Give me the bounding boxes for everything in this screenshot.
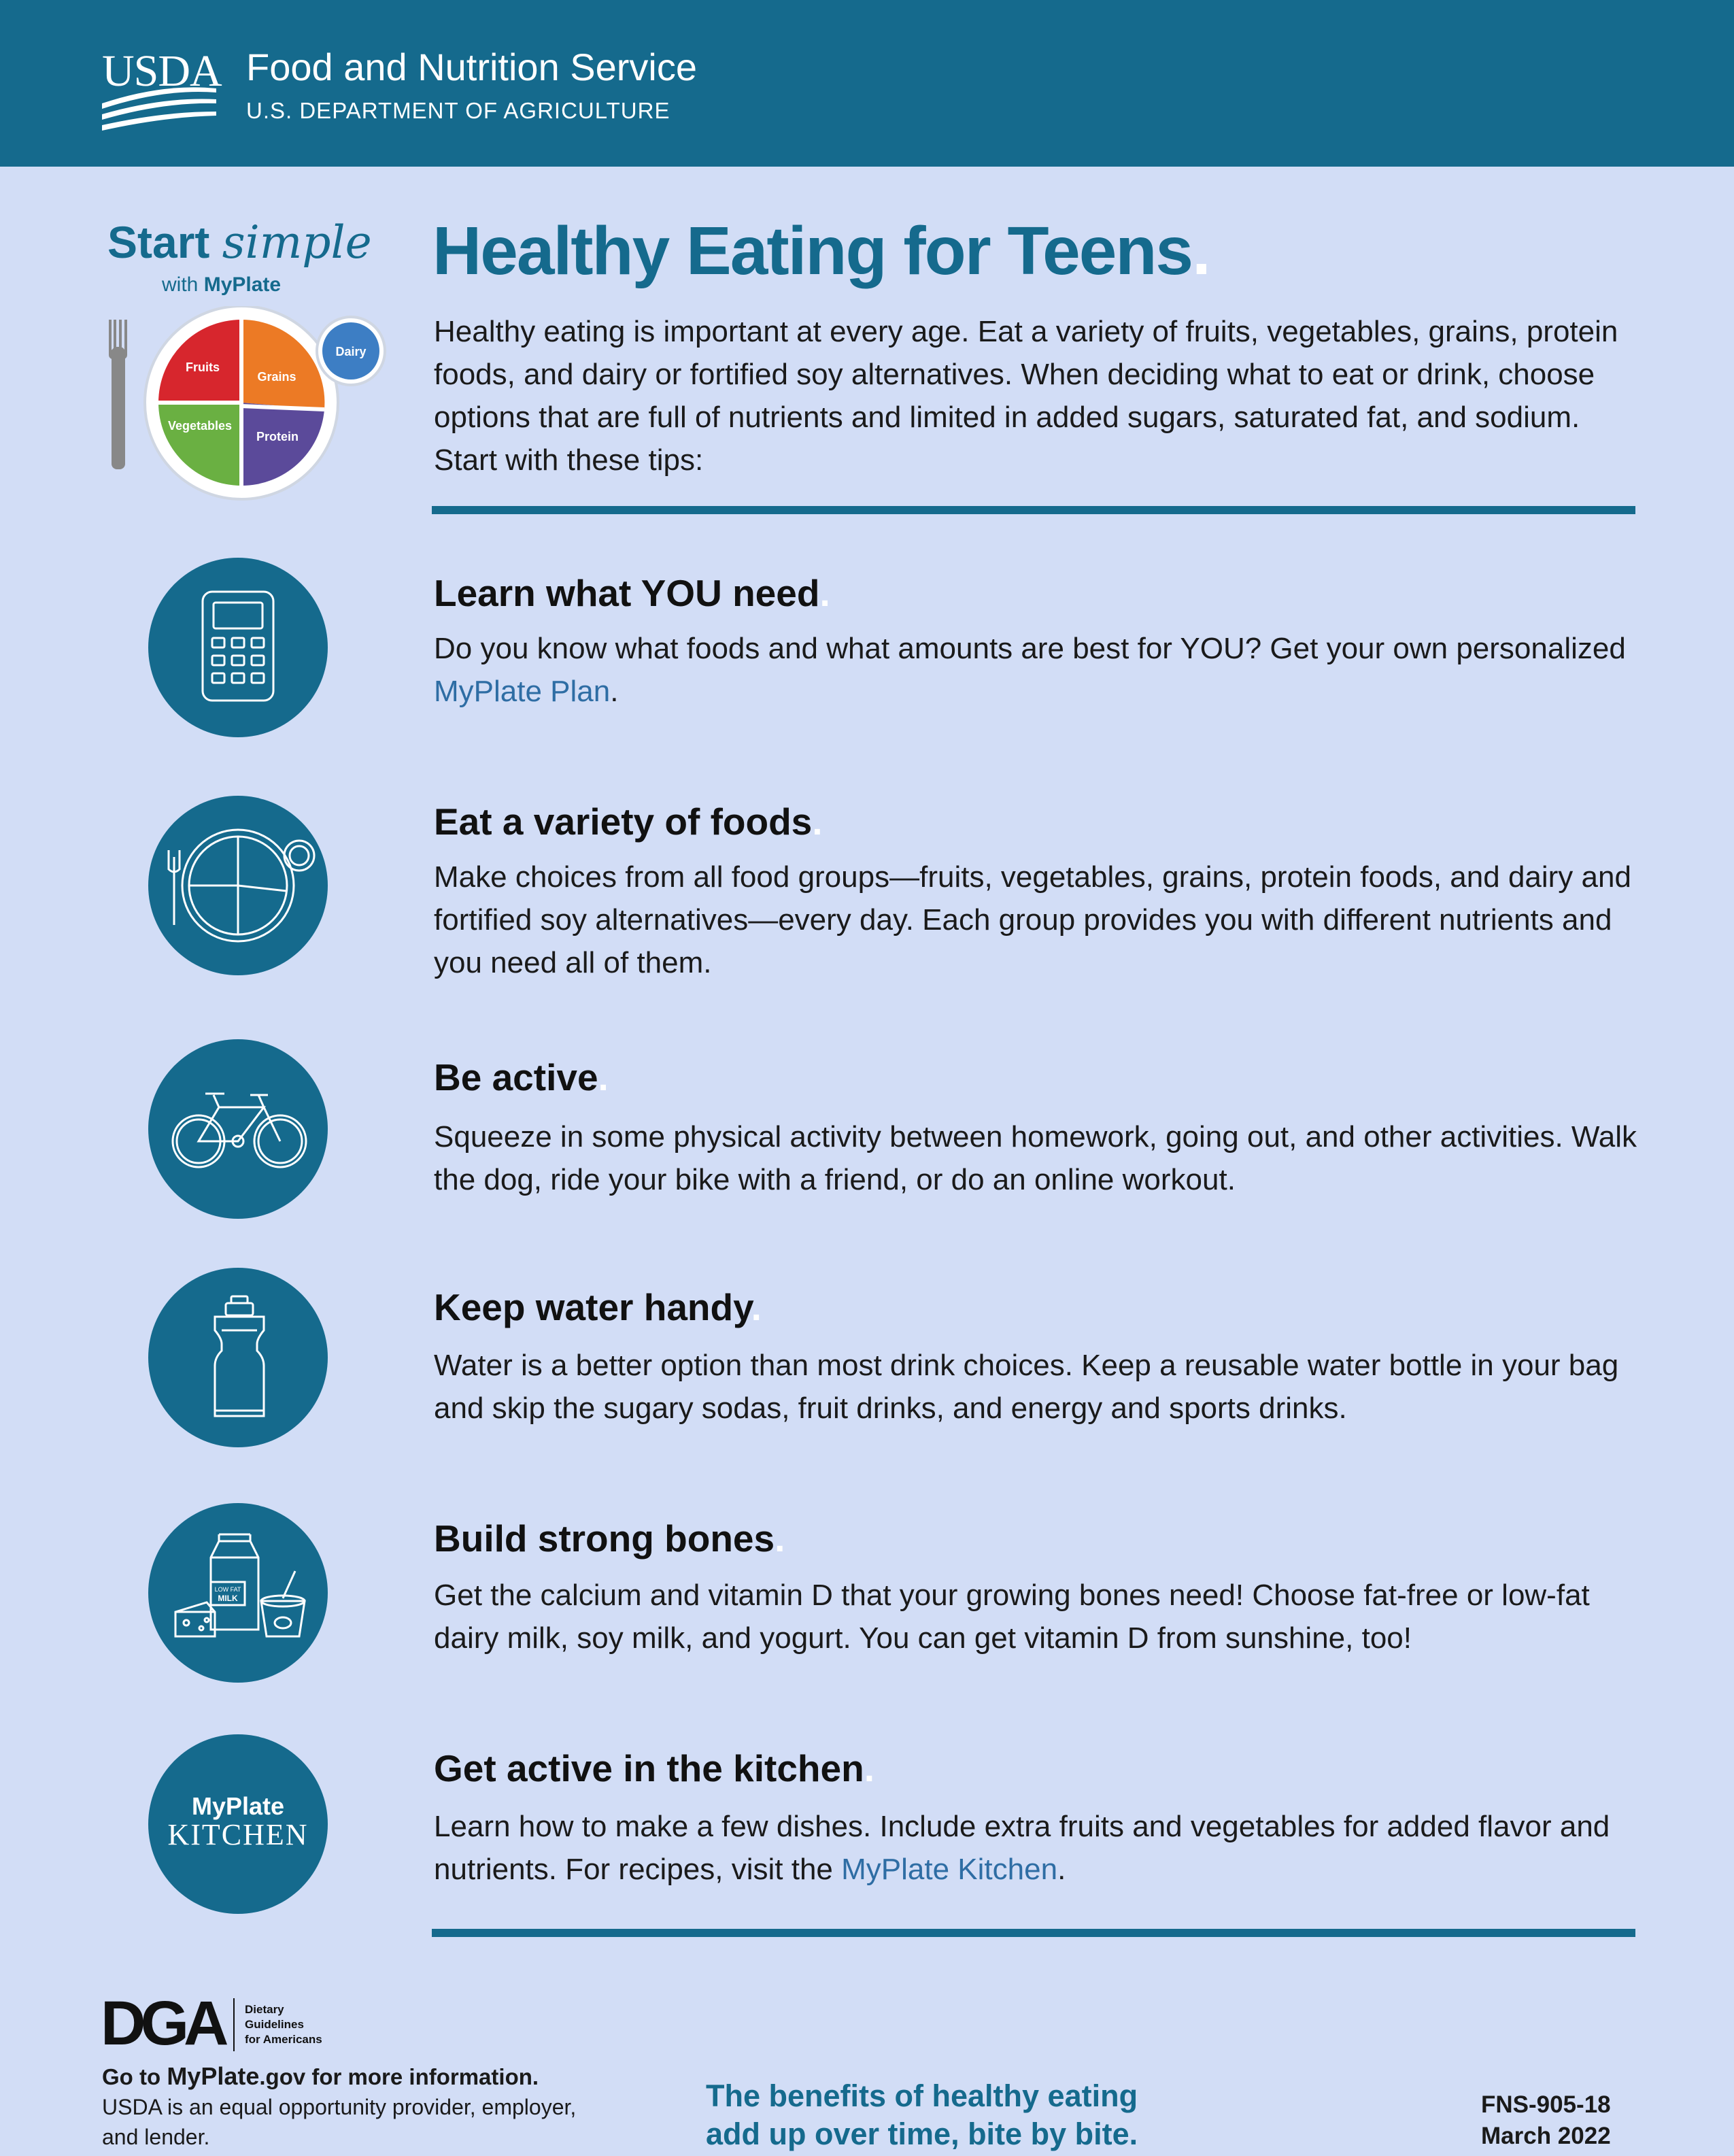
tip-body: Squeeze in some physical activity betwee… — [434, 1120, 1637, 1196]
document-number: FNS-905-18 March 2022 — [1481, 2089, 1611, 2152]
brand-title: Start simple — [107, 216, 372, 269]
vegetables-section — [158, 403, 241, 486]
myplate-gov-link[interactable]: MyPlate — [167, 2062, 260, 2090]
tip-heading: Keep water handy. — [434, 1286, 762, 1328]
milk-carton-icon — [209, 1540, 260, 1631]
divider-top — [432, 506, 1635, 514]
vegetables-label: Vegetables — [168, 419, 232, 433]
page-title: Healthy Eating for Teens. — [432, 213, 1211, 289]
tip-body: Do you know what foods and what amounts … — [434, 632, 1626, 708]
divider-bottom — [432, 1929, 1635, 1937]
myplate-plan-link[interactable]: MyPlate Plan — [434, 675, 611, 708]
usda-logo-field-icon — [102, 87, 216, 131]
brand-simple: simple — [222, 216, 372, 269]
dga-line-2: Guidelines — [245, 2018, 304, 2031]
kitchen-logo-kitchen: KITCHEN — [167, 1818, 308, 1851]
tip-body: Water is a better option than most drink… — [434, 1349, 1619, 1425]
dairy-icon: LOW FAT MILK — [148, 1503, 328, 1683]
grains-label: Grains — [257, 370, 296, 384]
tip-heading: Eat a variety of foods. — [434, 801, 823, 843]
fork-icon — [109, 320, 127, 469]
tip-body: Get the calcium and vitamin D that your … — [434, 1579, 1590, 1655]
department-name: U.S. DEPARTMENT OF AGRICULTURE — [246, 98, 670, 123]
publication-date: March 2022 — [1481, 2123, 1611, 2149]
site-header: USDA Food and Nutrition Service U.S. DEP… — [0, 0, 1734, 167]
tip-heading: Learn what YOU need. — [434, 572, 830, 614]
usda-logo[interactable]: USDA — [102, 46, 222, 134]
dga-logo: DGA Dietary Guidelines for Americans — [101, 1993, 322, 2054]
fruits-label: Fruits — [186, 360, 220, 374]
dga-logo-text: DGA — [101, 1993, 228, 2054]
intro-paragraph: Healthy eating is important at every age… — [434, 315, 1618, 477]
dairy-label: Dairy — [335, 345, 366, 358]
dairy-section — [322, 322, 379, 380]
plate-icon — [148, 796, 328, 975]
dga-line-3: for Americans — [245, 2033, 322, 2046]
myplate-kitchen-icon: MyPlate KITCHEN — [148, 1734, 328, 1914]
milk-label-low-fat: LOW FAT — [215, 1586, 241, 1593]
cheese-icon — [174, 1601, 216, 1638]
kitchen-logo-myplate: MyPlate — [192, 1792, 284, 1820]
brand-with-myplate: with MyPlate — [162, 273, 282, 296]
equal-opportunity-statement: USDA is an equal opportunity provider, e… — [102, 2095, 577, 2149]
tip-body: Make choices from all food groups—fruits… — [434, 860, 1631, 979]
water-bottle-icon — [148, 1268, 328, 1447]
tip-heading: Build strong bones. — [434, 1517, 785, 1560]
protein-label: Protein — [256, 430, 299, 443]
tip-heading: Get active in the kitchen. — [434, 1747, 874, 1789]
protein-section — [241, 403, 324, 486]
grains-section — [241, 319, 325, 409]
tagline: The benefits of healthy eating add up ov… — [706, 2078, 1138, 2151]
dga-line-1: Dietary — [245, 2003, 284, 2016]
milk-label-milk: MILK — [218, 1594, 238, 1603]
bicycle-icon — [148, 1039, 328, 1219]
calculator-icon — [148, 558, 328, 737]
myplate-kitchen-link[interactable]: MyPlate Kitchen — [841, 1853, 1058, 1886]
tip-body: Learn how to make a few dishes. Include … — [434, 1810, 1610, 1886]
myplate-icon: Fruits Grains Vegetables Protein Dairy — [109, 306, 386, 501]
footer-goto: Go to MyPlate.gov for more information. — [102, 2062, 539, 2090]
tip-heading: Be active. — [434, 1056, 609, 1098]
agency-name: Food and Nutrition Service — [246, 46, 698, 88]
fruits-section — [158, 320, 241, 403]
yogurt-icon — [260, 1600, 306, 1638]
brand-myplate: MyPlate — [203, 273, 282, 296]
usda-logo-text: USDA — [102, 46, 222, 96]
